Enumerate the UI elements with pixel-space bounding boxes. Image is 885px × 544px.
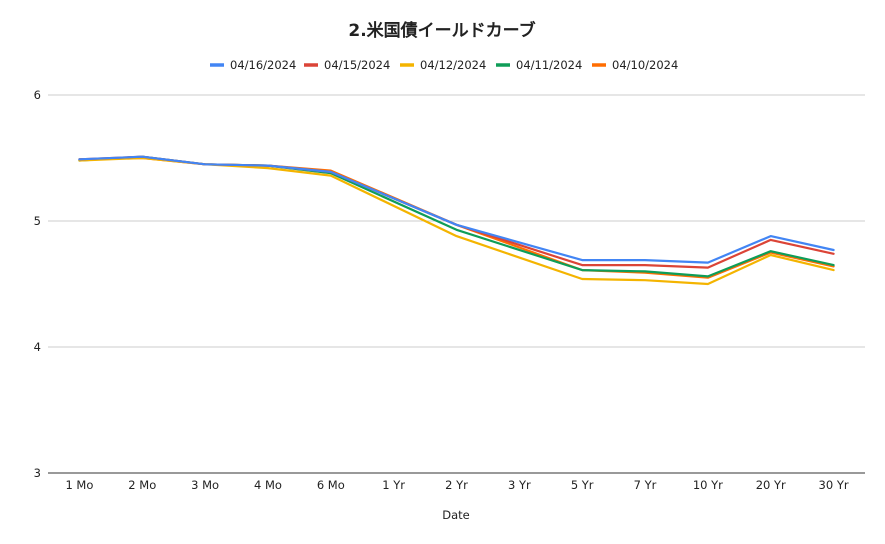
x-tick-label: 1 Yr [382,478,405,492]
x-tick-label: 5 Yr [571,478,594,492]
series-line-04-15-2024 [78,155,835,269]
y-tick-label: 6 [34,88,41,102]
x-tick-label: 10 Yr [693,478,723,492]
x-tick-label: 2 Yr [445,478,468,492]
legend-entry: 04/10/2024 [612,58,678,72]
x-tick-label: 3 Mo [191,478,219,492]
series-line-04-16-2024 [78,155,835,264]
legend-entry: 04/15/2024 [324,58,390,72]
y-tick-label: 3 [34,466,41,480]
x-tick-label: 3 Yr [508,478,531,492]
x-tick-label: 30 Yr [819,478,849,492]
x-axis-title: Date [442,508,470,522]
y-tick-label: 4 [34,340,41,354]
x-tick-label: 4 Mo [254,478,282,492]
x-tick-label: 7 Yr [634,478,657,492]
legend-entry: 04/12/2024 [420,58,486,72]
series-lines [78,155,835,286]
x-tick-label: 1 Mo [65,478,93,492]
legend-entry: 04/11/2024 [516,58,582,72]
x-axis-ticks: 1 Mo 2 Mo 3 Mo 4 Mo 6 Mo 1 Yr 2 Yr 3 Yr 5 Yr 7 Yr… [65,478,848,492]
y-tick-label: 5 [34,214,41,228]
x-tick-label: 6 Mo [317,478,345,492]
x-tick-label: 20 Yr [756,478,786,492]
y-axis-ticks: 3 4 5 6 [34,88,41,480]
x-tick-label: 2 Mo [128,478,156,492]
legend: 04/16/2024 04/15/2024 04/12/2024 04/11/2024… [210,58,678,72]
chart-title: 2.米国債イールドカーブ [348,20,535,41]
gridlines [48,94,865,474]
series-line-04-10-2024 [78,156,835,279]
legend-entry: 04/16/2024 [230,58,296,72]
